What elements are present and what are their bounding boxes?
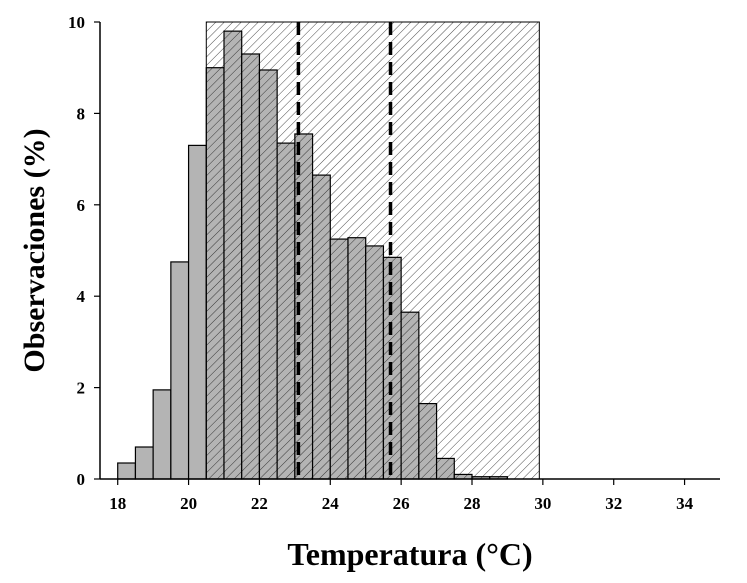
y-tick-label: 8 bbox=[77, 104, 86, 123]
y-tick-label: 2 bbox=[77, 379, 86, 398]
y-tick-label: 0 bbox=[77, 470, 86, 489]
x-tick-label: 18 bbox=[109, 494, 126, 513]
reference-lines bbox=[296, 22, 393, 479]
x-axis-title: Temperatura (°C) bbox=[287, 536, 532, 572]
histogram-bar-3 bbox=[170, 261, 190, 480]
x-tick-label: 34 bbox=[676, 494, 694, 513]
x-tick-label: 22 bbox=[251, 494, 268, 513]
y-tick-label: 4 bbox=[77, 287, 86, 306]
y-tick-label: 6 bbox=[77, 196, 86, 215]
x-tick-label: 32 bbox=[605, 494, 622, 513]
x-tick-label: 26 bbox=[393, 494, 410, 513]
x-tick-label: 28 bbox=[464, 494, 481, 513]
shaded-region bbox=[205, 21, 540, 480]
histogram-bar-1 bbox=[134, 446, 154, 480]
histogram-bar-4 bbox=[187, 144, 207, 480]
axes bbox=[94, 21, 720, 485]
x-tick-label: 24 bbox=[322, 494, 340, 513]
histogram-bar-2 bbox=[152, 389, 172, 480]
y-axis-title: Observaciones (%) bbox=[18, 128, 51, 372]
x-tick-label: 30 bbox=[534, 494, 551, 513]
histogram-bar-0 bbox=[117, 462, 137, 480]
x-tick-label: 20 bbox=[180, 494, 197, 513]
y-tick-label: 10 bbox=[68, 13, 85, 32]
